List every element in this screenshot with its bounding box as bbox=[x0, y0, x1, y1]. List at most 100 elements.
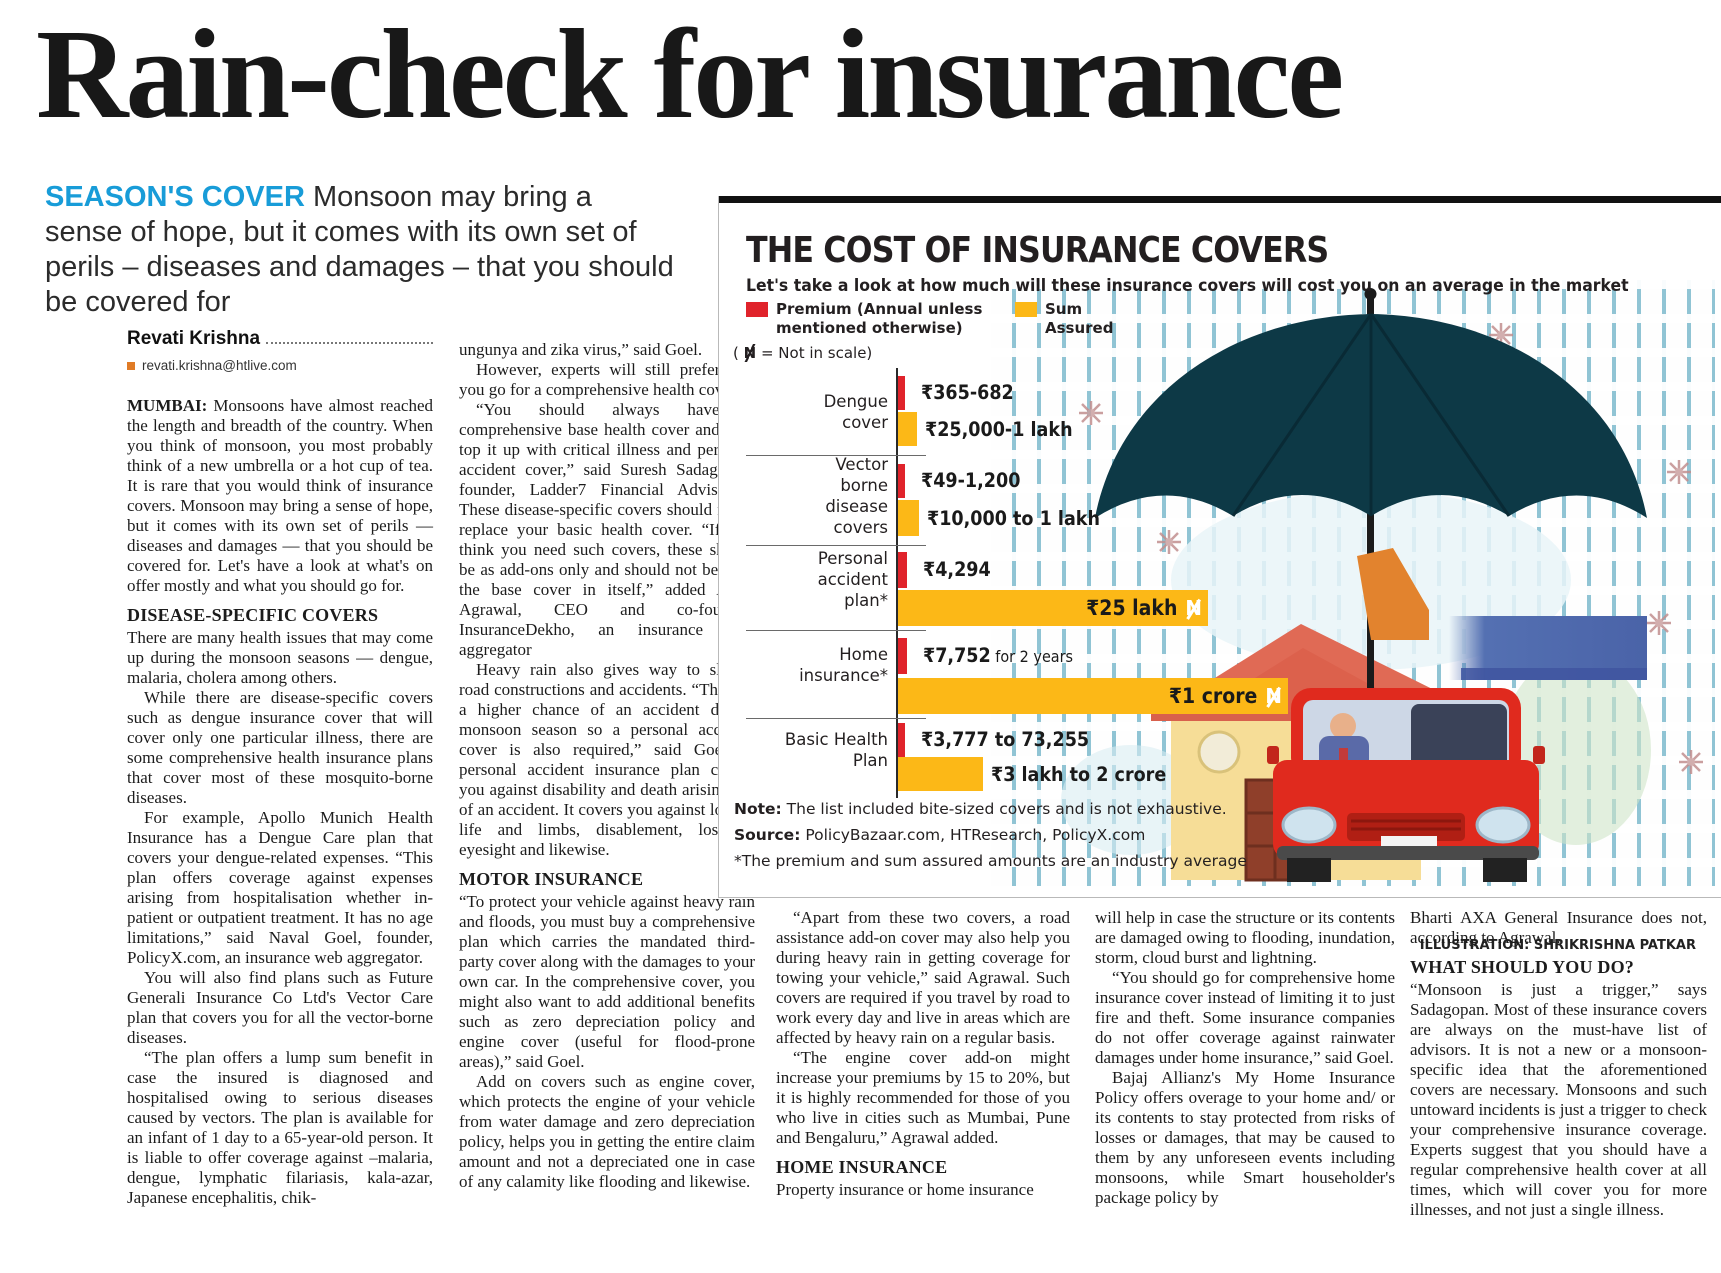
standfirst-text: Monsoon may bring a sense of hope, but i… bbox=[45, 181, 674, 318]
category-label: Vector borne disease covers bbox=[825, 455, 888, 537]
byline: Revati Krishna bbox=[127, 328, 433, 350]
premium-amount: ₹7,752 bbox=[923, 644, 991, 667]
row-separator bbox=[746, 718, 926, 719]
not-in-scale-icon: N bbox=[1185, 596, 1202, 620]
paragraph: “Monsoon is just a trigger,” says Sadago… bbox=[1410, 980, 1707, 1219]
author-email-row: revati.krishna@htlive.com bbox=[127, 358, 297, 373]
author-name: Revati Krishna bbox=[127, 328, 261, 349]
paragraph: “Apart from these two covers, a road ass… bbox=[776, 908, 1070, 1047]
paragraph: will help in case the structure or its c… bbox=[1095, 908, 1395, 967]
paragraph: Add on covers such as engine cover, whic… bbox=[459, 1072, 755, 1191]
premium-suffix: for 2 years bbox=[990, 647, 1074, 666]
puddle-blob bbox=[1061, 745, 1201, 855]
premium-value: ₹3,777 to 73,255 bbox=[921, 728, 1090, 751]
arm-graphic bbox=[1357, 548, 1429, 640]
author-email: revati.krishna@htlive.com bbox=[142, 358, 297, 373]
paragraph: Property insurance or home insurance bbox=[776, 1180, 1034, 1199]
chart-note: Note: The list included bite-sized cover… bbox=[734, 800, 1227, 818]
premium-value: ₹49-1,200 bbox=[921, 469, 1021, 492]
banner-graphic bbox=[1449, 616, 1647, 680]
headline: Rain-check for insurance bbox=[36, 3, 1344, 145]
premium-bar bbox=[898, 464, 905, 498]
premium-value: ₹365-682 bbox=[921, 381, 1014, 404]
sum-assured-bar: ₹25 lakh N bbox=[898, 590, 1208, 626]
sum-assured-bar bbox=[898, 412, 917, 446]
legend-premium-label: Premium (Annual unless mentioned otherwi… bbox=[776, 300, 983, 337]
article-column-3: “Apart from these two covers, a road ass… bbox=[776, 908, 1070, 1200]
article-column-1: MUMBAI: Monsoons have almost reached the… bbox=[127, 396, 433, 1208]
premium-bar bbox=[898, 723, 905, 757]
paragraph: Bajaj Allianz's My Home Insurance Policy… bbox=[1095, 1068, 1395, 1207]
legend-sum-label: Sum Assured bbox=[1045, 300, 1114, 337]
paragraph: “You should always have a comprehensive … bbox=[459, 400, 755, 659]
paragraph: However, experts will still prefer that … bbox=[459, 360, 755, 399]
infographic-top-rule bbox=[719, 196, 1721, 203]
not-in-scale-icon: N bbox=[1265, 684, 1282, 708]
section-heading: HOME INSURANCE bbox=[776, 1157, 948, 1177]
chart-source: Source: PolicyBazaar.com, HTResearch, Po… bbox=[734, 826, 1145, 844]
row-separator bbox=[746, 545, 926, 546]
dateline: MUMBAI: bbox=[127, 396, 208, 415]
sum-assured-value: ₹10,000 to 1 lakh bbox=[927, 507, 1100, 530]
article-column-5: Bharti AXA General Insurance does not, a… bbox=[1410, 908, 1707, 1220]
paragraph: “The plan offers a lump sum benefit in c… bbox=[127, 1048, 433, 1207]
paragraph: ungunya and zika virus,” said Goel. bbox=[459, 340, 703, 359]
not-in-scale-open: ( bbox=[733, 344, 744, 362]
sum-assured-value: ₹25,000-1 lakh bbox=[925, 418, 1073, 441]
category-label: Personal accident plan* bbox=[817, 549, 888, 610]
premium-bar bbox=[898, 638, 907, 674]
chart-axis bbox=[896, 368, 898, 798]
standfirst-kicker: SEASON'S COVER bbox=[45, 181, 305, 213]
not-in-scale-rest: = Not in scale) bbox=[756, 344, 873, 362]
car-icon bbox=[1267, 688, 1545, 882]
paragraph: MUMBAI: Monsoons have almost reached the… bbox=[127, 396, 433, 596]
illustration-svg bbox=[1061, 288, 1703, 882]
section-heading: DISEASE-SPECIFIC COVERS bbox=[127, 605, 379, 625]
category-label: Home insurance* bbox=[799, 645, 888, 685]
paragraph: Heavy rain also gives way to sloppy road… bbox=[459, 660, 755, 859]
category-label: Basic Health Plan bbox=[784, 730, 888, 770]
source-label: Source: bbox=[734, 826, 801, 844]
paragraph: “The engine cover add-on might increase … bbox=[776, 1048, 1070, 1147]
sum-assured-value: ₹25 lakh bbox=[1085, 596, 1178, 620]
infographic-box: ILLUSTRATION: SHRIKRISHNA PATKAR THE COS… bbox=[718, 196, 1721, 954]
sum-assured-bar bbox=[898, 500, 919, 536]
article-column-2: ungunya and zika virus,” said Goel. Howe… bbox=[459, 340, 755, 1192]
sum-assured-bar bbox=[898, 757, 983, 791]
not-in-scale-icon: N bbox=[743, 344, 757, 362]
sum-assured-value: ₹3 lakh to 2 crore bbox=[991, 763, 1167, 786]
sum-swatch-icon bbox=[1015, 302, 1037, 317]
legend-sum: Sum Assured bbox=[1015, 300, 1155, 338]
chart-subtitle: Let's take a look at how much will these… bbox=[746, 276, 1629, 295]
monsoon-illustration: ILLUSTRATION: SHRIKRISHNA PATKAR bbox=[991, 280, 1715, 954]
premium-value: ₹7,752 for 2 years bbox=[923, 644, 1073, 667]
row-separator bbox=[746, 630, 926, 631]
paragraph: “You should go for comprehensive home in… bbox=[1095, 968, 1395, 1067]
section-heading: WHAT SHOULD YOU DO? bbox=[1410, 957, 1634, 977]
chart-title: THE COST OF INSURANCE COVERS bbox=[746, 230, 1329, 271]
article-column-4: will help in case the structure or its c… bbox=[1095, 908, 1395, 1208]
premium-swatch-icon bbox=[746, 302, 768, 317]
paragraph: “To protect your vehicle against heavy r… bbox=[459, 892, 755, 1071]
category-label: Dengue cover bbox=[823, 392, 888, 432]
section-heading: MOTOR INSURANCE bbox=[459, 869, 644, 889]
paragraph: There are many health issues that may co… bbox=[127, 628, 433, 687]
paragraph: Bharti AXA General Insurance does not, a… bbox=[1410, 908, 1707, 947]
paragraph: While there are disease-specific covers … bbox=[127, 688, 433, 807]
not-in-scale-note: ( N = Not in scale) bbox=[733, 344, 872, 362]
premium-bar bbox=[898, 552, 907, 588]
byline-rule bbox=[266, 328, 433, 344]
bullet-icon bbox=[127, 361, 135, 370]
standfirst: SEASON'S COVER Monsoon may bring a sense… bbox=[45, 180, 677, 320]
legend-premium: Premium (Annual unless mentioned otherwi… bbox=[746, 300, 996, 338]
note-text: The list included bite-sized covers and … bbox=[781, 800, 1227, 818]
chart-footnote: *The premium and sum assured amounts are… bbox=[734, 852, 1247, 870]
sum-assured-bar: ₹1 crore N bbox=[898, 678, 1288, 714]
note-label: Note: bbox=[734, 800, 782, 818]
paragraph-text: Monsoons have almost reached the length … bbox=[127, 396, 433, 595]
source-text: PolicyBazaar.com, HTResearch, PolicyX.co… bbox=[800, 826, 1146, 844]
paragraph: For example, Apollo Munich Health Insura… bbox=[127, 808, 433, 967]
row-separator bbox=[746, 455, 926, 456]
paragraph: You will also find plans such as Future … bbox=[127, 968, 433, 1047]
